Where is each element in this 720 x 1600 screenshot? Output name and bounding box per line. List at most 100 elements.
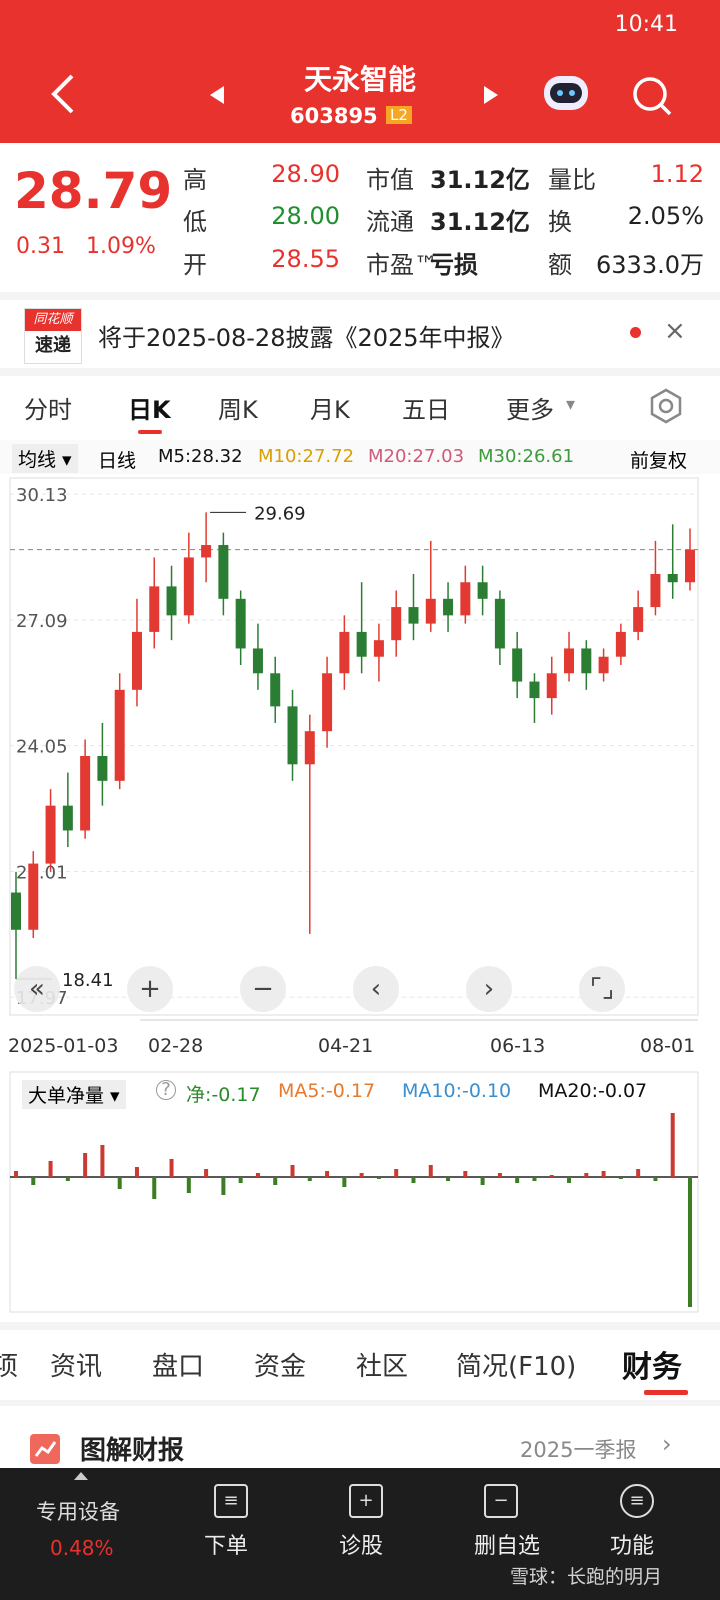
flow-bar xyxy=(186,1177,191,1193)
clock: 10:41 xyxy=(614,12,678,37)
assistant-icon[interactable] xyxy=(540,70,592,114)
candle-body xyxy=(270,673,281,707)
flow-bar xyxy=(238,1177,243,1183)
y-tick-label: 24.05 xyxy=(16,737,68,758)
candle-body xyxy=(287,706,298,765)
notice-text[interactable]: 将于2025-08-28披露《2025年中报》 xyxy=(98,324,515,352)
flow-bar xyxy=(14,1171,18,1177)
candle-body xyxy=(11,892,21,930)
flow-bar xyxy=(653,1177,658,1181)
candle-body xyxy=(235,598,246,649)
x-tick-label: 2025-01-03 xyxy=(8,1035,118,1057)
candle-body xyxy=(218,545,229,599)
ma20: M20:27.03 xyxy=(368,446,465,467)
candle-body xyxy=(546,673,557,699)
adjust[interactable]: 前复权 xyxy=(630,450,688,472)
ma-select[interactable]: 均线 ▾ xyxy=(12,444,78,473)
y-tick-label: 21.01 xyxy=(16,862,68,883)
tab[interactable]: 五日 xyxy=(402,396,450,424)
back-button[interactable] xyxy=(48,72,78,116)
divider xyxy=(0,368,720,376)
flow-bar xyxy=(359,1173,364,1177)
y-tick-label: 30.13 xyxy=(16,485,68,506)
period: 日线 xyxy=(98,450,137,472)
nav-item[interactable]: 删自选 xyxy=(474,1534,541,1559)
flow-bar xyxy=(532,1177,537,1181)
y-tick-label: 27.09 xyxy=(16,611,68,632)
flow-bar xyxy=(307,1177,312,1181)
unread-dot xyxy=(630,327,641,338)
flow-bar xyxy=(394,1169,399,1177)
zoom-button[interactable]: + xyxy=(127,966,173,1012)
flow-net: 净:-0.17 xyxy=(186,1084,261,1106)
tab[interactable]: 周K xyxy=(218,396,258,424)
flow-bar xyxy=(688,1177,692,1307)
flow-bar xyxy=(221,1177,226,1195)
nav-item[interactable]: 诊股 xyxy=(339,1534,384,1559)
candle-body xyxy=(667,573,678,583)
quote-cell: 2.05% xyxy=(627,202,704,230)
candle-body xyxy=(201,545,212,558)
zoom-button[interactable]: ⌜⌟ xyxy=(579,966,625,1012)
change-pct: 1.09% xyxy=(86,234,156,259)
zoom-button[interactable]: « xyxy=(14,966,60,1012)
flow-bar xyxy=(83,1153,88,1177)
flow-bar xyxy=(255,1173,260,1177)
info-tab[interactable]: 项 xyxy=(0,1352,19,1382)
level-badge: L2 xyxy=(386,106,412,124)
candle-body xyxy=(149,586,160,632)
candle-body xyxy=(28,863,39,930)
prev-stock[interactable] xyxy=(208,84,228,106)
nav-item[interactable]: 功能 xyxy=(610,1534,655,1559)
notice-logo: 同花顺 速递 xyxy=(24,308,82,364)
info-tab[interactable]: 资讯 xyxy=(50,1352,103,1382)
sector-name[interactable]: 专用设备 xyxy=(36,1500,120,1524)
flow-bar xyxy=(48,1161,53,1177)
flow-bar xyxy=(480,1177,485,1185)
tab-underline xyxy=(138,430,162,434)
change: 0.31 xyxy=(16,234,65,259)
info-tab[interactable]: 盘口 xyxy=(152,1352,205,1382)
settings-icon[interactable] xyxy=(646,386,686,426)
flow-bar xyxy=(584,1173,589,1177)
help-icon[interactable]: ? xyxy=(156,1080,176,1100)
report-period[interactable]: 2025一季报 xyxy=(520,1438,637,1462)
candle-body xyxy=(166,586,177,616)
next-stock[interactable] xyxy=(480,84,500,106)
tab[interactable]: 更多 xyxy=(506,396,554,424)
kline-chart: 30.1327.0924.0521.0117.9729.6918.412025-… xyxy=(8,477,699,1313)
report-title: 图解财报 xyxy=(80,1436,185,1466)
zoom-button[interactable]: › xyxy=(466,966,512,1012)
quote-cell: 31.12亿 xyxy=(430,166,530,194)
info-tab[interactable]: 社区 xyxy=(356,1352,409,1382)
flow-bar xyxy=(273,1177,278,1185)
nav-item[interactable]: 下单 xyxy=(204,1534,249,1559)
close-notice[interactable]: × xyxy=(664,316,686,346)
quote-cell: 量比 xyxy=(548,166,596,194)
candle-body xyxy=(45,805,56,864)
info-tab[interactable]: 财务 xyxy=(622,1350,682,1385)
tab[interactable]: 日K xyxy=(128,396,171,424)
flow-ma5: MA5:-0.17 xyxy=(278,1080,376,1102)
flow-select[interactable]: 大单净量 ▾ xyxy=(22,1080,126,1109)
x-tick-label: 04-21 xyxy=(318,1035,373,1057)
tab[interactable]: 分时 xyxy=(24,396,72,424)
zoom-button[interactable]: − xyxy=(240,966,286,1012)
flow-frame xyxy=(9,1071,699,1313)
flow-bar xyxy=(100,1145,105,1177)
quote-cell: 流通 xyxy=(366,208,414,236)
search-icon[interactable] xyxy=(630,74,674,118)
flow-bar xyxy=(325,1171,330,1177)
info-tab[interactable]: 简况(F10) xyxy=(456,1352,577,1382)
candle-body xyxy=(339,631,350,674)
candle-body xyxy=(564,648,575,674)
flow-title: 大单净量 xyxy=(28,1085,105,1107)
candle-body xyxy=(460,582,471,616)
flow-bar xyxy=(497,1173,502,1177)
tab[interactable]: 月K xyxy=(310,396,350,424)
zoom-button[interactable]: ‹ xyxy=(353,966,399,1012)
nav-icon: − xyxy=(484,1484,518,1518)
ma5: M5:28.32 xyxy=(158,446,243,467)
logo-top: 同花顺 xyxy=(25,309,81,331)
info-tab[interactable]: 资金 xyxy=(254,1352,307,1382)
